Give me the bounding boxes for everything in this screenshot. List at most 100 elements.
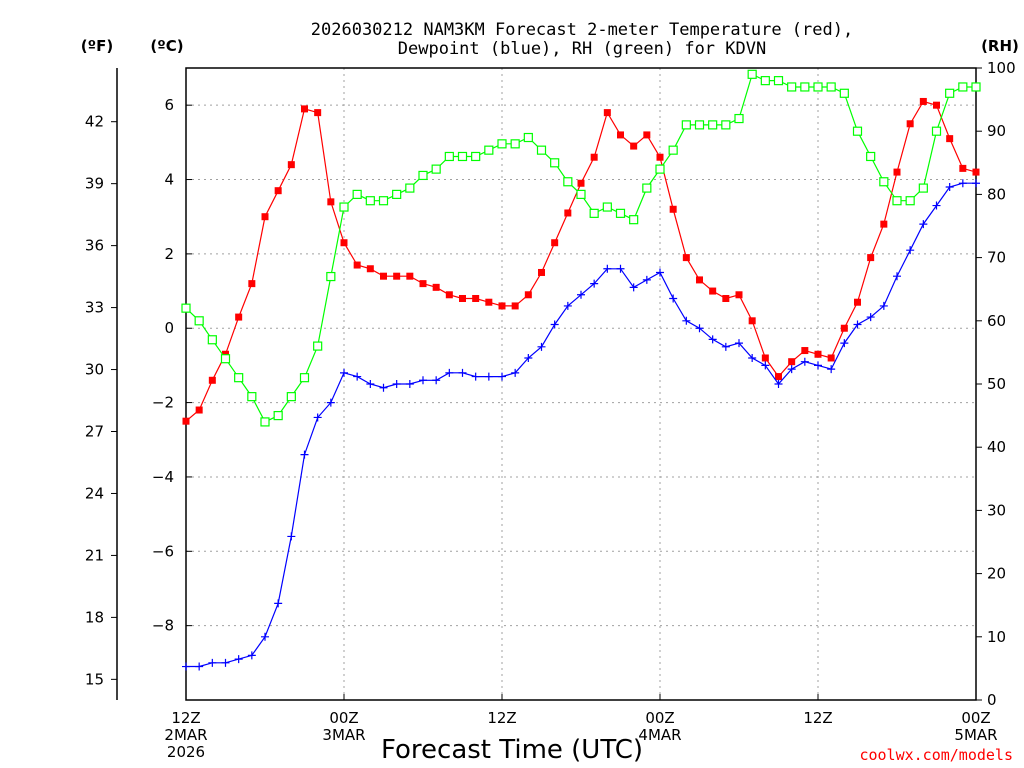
fahrenheit-axis: 42 39 36 33 30 27 24 21 18 15 — [85, 113, 117, 688]
dewpoint-point — [695, 324, 704, 333]
plot-frame — [185, 67, 977, 701]
dewpoint-point — [787, 365, 796, 374]
dewpoint-point — [972, 179, 980, 188]
celsius-tick-label: −2 — [152, 394, 174, 412]
rh-point — [721, 120, 731, 130]
dewpoint-point — [853, 320, 862, 329]
dewpoint-point — [656, 268, 664, 277]
grid — [186, 68, 976, 700]
temperature-point — [340, 239, 348, 247]
celsius-tick-label: −4 — [152, 468, 174, 486]
temperature-point — [485, 298, 493, 306]
temperature-point — [511, 302, 519, 310]
dewpoint-point — [498, 372, 506, 381]
temperature-point — [656, 153, 664, 161]
dewpoint-point — [195, 662, 204, 671]
rh-tick-label: 40 — [987, 438, 1006, 456]
celsius-tick-label: −6 — [152, 542, 174, 560]
dewpoint-point — [590, 279, 599, 288]
dewpoint-point — [735, 339, 743, 348]
rh-point — [931, 126, 942, 136]
temperature-point — [301, 105, 308, 113]
temperature-point — [182, 417, 190, 425]
rh-point — [286, 392, 296, 402]
time-tick-label: 5MAR — [954, 726, 997, 744]
celsius-axis: 6 4 2 0 −2 −4 −6 −8 — [152, 96, 192, 635]
temperature-point — [314, 109, 322, 117]
temperature-point — [195, 406, 203, 414]
temperature-point — [353, 261, 361, 269]
celsius-tick-label: 6 — [164, 96, 174, 114]
rh-point — [484, 145, 494, 155]
fahrenheit-tick-label: 18 — [85, 608, 104, 626]
temperature-point — [959, 164, 967, 172]
temperature-point — [551, 239, 559, 247]
rh-tick-label: 60 — [987, 312, 1006, 330]
temperature-point — [393, 272, 401, 280]
temperature-point — [445, 291, 453, 299]
temperature-point — [366, 265, 374, 273]
temperature-point — [775, 373, 782, 381]
temperature-point — [564, 209, 572, 217]
fahrenheit-tick-label: 30 — [85, 361, 104, 379]
temperature-point — [840, 324, 848, 332]
rh-point — [681, 120, 691, 130]
rh-point — [945, 88, 955, 98]
dewpoint-point — [906, 246, 915, 255]
time-tick-label: 3MAR — [322, 726, 365, 744]
dewpoint-point — [366, 380, 375, 388]
temperature-point — [867, 254, 875, 262]
dewpoint-point — [550, 320, 559, 329]
dewpoint-point — [800, 357, 809, 366]
dewpoint-point — [866, 313, 875, 322]
dewpoint-point — [840, 339, 849, 348]
temperature-point — [577, 179, 585, 187]
rh-point — [839, 88, 849, 98]
rh-point — [905, 196, 915, 206]
dewpoint-point — [708, 335, 717, 344]
dewpoint-point — [221, 658, 230, 667]
rh-point — [510, 139, 520, 149]
rh-point — [918, 183, 928, 193]
rh-point — [668, 145, 678, 155]
dewpoint-point — [524, 353, 533, 362]
rh-point — [339, 202, 349, 212]
temperature-point — [432, 283, 440, 291]
rh-point — [629, 215, 639, 225]
temperature-point — [459, 294, 466, 302]
rh-point — [326, 271, 336, 282]
rh-point — [181, 303, 191, 313]
celsius-unit-label: (ºC) — [150, 37, 183, 55]
temperature-point — [722, 294, 730, 302]
rh-point — [958, 82, 968, 92]
rh-point — [747, 69, 757, 79]
temperature-point — [893, 168, 901, 176]
temperature-point — [919, 97, 927, 105]
rh-tick-label: 50 — [987, 375, 1006, 393]
dewpoint-point — [932, 201, 941, 210]
dewpoint-point — [537, 342, 546, 351]
rh-point — [602, 202, 612, 212]
rh-point — [852, 126, 863, 136]
temperature-point — [419, 280, 427, 288]
rh-point — [247, 392, 257, 402]
rh-point — [273, 411, 283, 421]
temperature-point — [603, 109, 611, 117]
time-tick-label: 12Z — [487, 709, 516, 727]
dewpoint-point — [945, 182, 954, 191]
rh-point — [536, 145, 547, 155]
rh-point — [431, 164, 441, 174]
temperature-point — [380, 272, 387, 280]
celsius-tick-label: 0 — [164, 319, 174, 337]
fahrenheit-unit-label: (ºF) — [81, 37, 113, 55]
temperature-point — [854, 298, 861, 306]
fahrenheit-tick-label: 42 — [85, 113, 104, 131]
temperature-point — [524, 291, 532, 299]
rh-point — [365, 196, 375, 206]
rh-tick-label: 0 — [987, 691, 997, 709]
rh-tick-label: 70 — [987, 249, 1006, 267]
rh-point — [444, 151, 454, 162]
rh-point — [194, 316, 204, 326]
rh-point — [892, 196, 902, 206]
